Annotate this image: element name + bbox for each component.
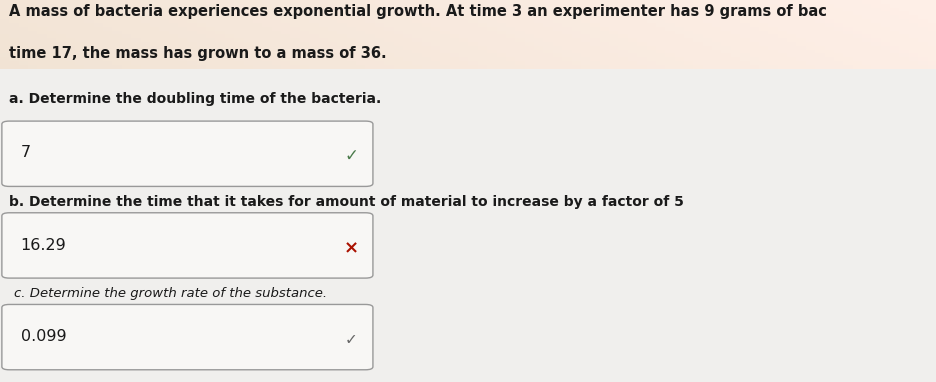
Text: 0.099: 0.099 [21, 329, 66, 345]
Text: ✓: ✓ [344, 332, 358, 348]
FancyBboxPatch shape [2, 121, 373, 186]
Text: a. Determine the doubling time of the bacteria.: a. Determine the doubling time of the ba… [9, 92, 381, 106]
FancyBboxPatch shape [2, 304, 373, 370]
Text: 16.29: 16.29 [21, 238, 66, 253]
Text: b. Determine the time that it takes for amount of material to increase by a fact: b. Determine the time that it takes for … [9, 195, 683, 209]
Text: c. Determine the growth rate of the substance.: c. Determine the growth rate of the subs… [14, 286, 327, 299]
FancyBboxPatch shape [2, 213, 373, 278]
Text: A mass of bacteria experiences exponential growth. At time 3 an experimenter has: A mass of bacteria experiences exponenti… [9, 4, 826, 19]
Text: ×: × [344, 239, 358, 257]
Text: time 17, the mass has grown to a mass of 36.: time 17, the mass has grown to a mass of… [9, 46, 387, 61]
FancyBboxPatch shape [0, 69, 936, 382]
Text: 7: 7 [21, 145, 31, 160]
Text: ✓: ✓ [344, 147, 358, 165]
